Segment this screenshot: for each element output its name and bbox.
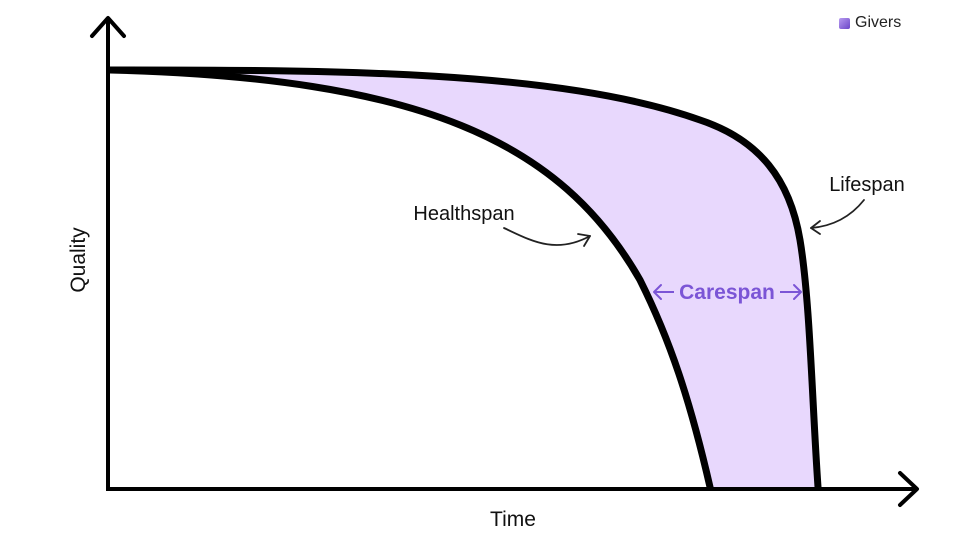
carespan-label: Carespan [679,281,775,304]
brand-logo: Givers [839,14,901,32]
healthspan-pointer-arrowhead [577,233,591,247]
lifespan-pointer-arrowhead [810,220,821,235]
x-axis-label: Time [490,508,536,531]
carespan-region [110,70,818,487]
y-axis-arrow [90,16,126,38]
healthspan-curve [106,66,714,491]
lifespan-label: Lifespan [829,174,905,196]
x-axis-arrow [898,471,919,507]
lifespan-pointer-arrow [810,199,865,229]
lifespan-curve [106,66,822,491]
healthspan-pointer-arrow [503,227,591,246]
carespan-span-arrows [653,284,802,300]
brand-name: Givers [855,14,902,31]
y-axis-label: Quality [67,227,90,293]
givers-logo-icon [839,17,850,29]
healthspan-label: Healthspan [413,203,514,225]
